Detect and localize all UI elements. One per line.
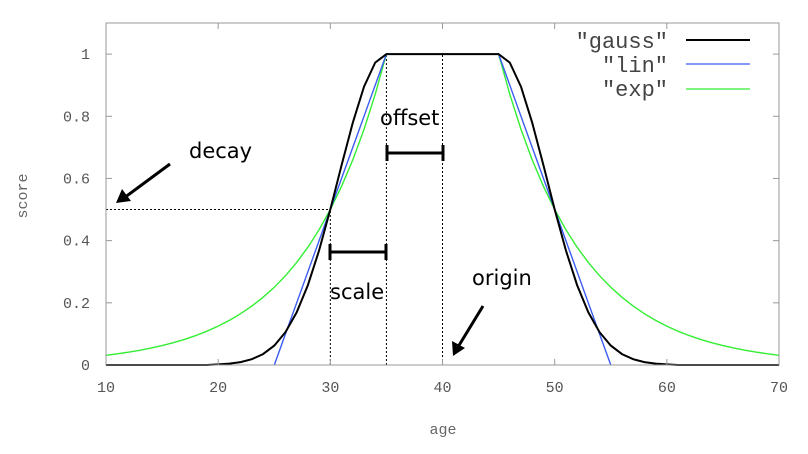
decay-arrow xyxy=(123,162,171,200)
x-axis-label: age xyxy=(429,422,456,439)
legend-label-lin: "lin" xyxy=(602,54,668,79)
plot-frame xyxy=(105,22,780,366)
x-tick-label: 50 xyxy=(546,380,564,397)
legend-label-gauss: "gauss" xyxy=(576,30,668,55)
x-tick-label: 10 xyxy=(97,380,115,397)
x-tick-label: 30 xyxy=(321,380,339,397)
x-tick-label: 60 xyxy=(658,380,676,397)
origin-arrowhead xyxy=(452,341,465,356)
y-tick-label: 1 xyxy=(81,47,90,64)
y-tick-label: 0.2 xyxy=(63,296,90,313)
y-tick-label: 0.4 xyxy=(63,234,90,251)
decay-arrowhead xyxy=(116,189,131,203)
legend-label-exp: "exp" xyxy=(602,78,668,103)
reference-lines xyxy=(106,54,443,365)
origin-arrow xyxy=(456,305,485,348)
annotations: decay offset scale origin xyxy=(116,106,532,356)
annotation-decay: decay xyxy=(189,139,252,163)
scale-bracket xyxy=(328,244,388,260)
x-tick-label: 40 xyxy=(433,380,451,397)
annotation-offset: offset xyxy=(380,106,439,130)
annotation-scale: scale xyxy=(330,280,384,304)
x-tick-label: 20 xyxy=(209,380,227,397)
x-tick-label: 70 xyxy=(770,380,788,397)
annotation-origin: origin xyxy=(472,266,532,290)
y-tick-label: 0 xyxy=(81,358,90,375)
legend: "gauss" "lin" "exp" xyxy=(576,30,750,103)
y-tick-label: 0.6 xyxy=(63,171,90,188)
offset-bracket xyxy=(385,145,445,161)
ticks: 10 20 30 40 50 60 70 0 0.2 0.4 0.6 0.8 1 xyxy=(63,23,788,397)
y-tick-label: 0.8 xyxy=(63,109,90,126)
y-axis-label: score xyxy=(15,173,32,218)
